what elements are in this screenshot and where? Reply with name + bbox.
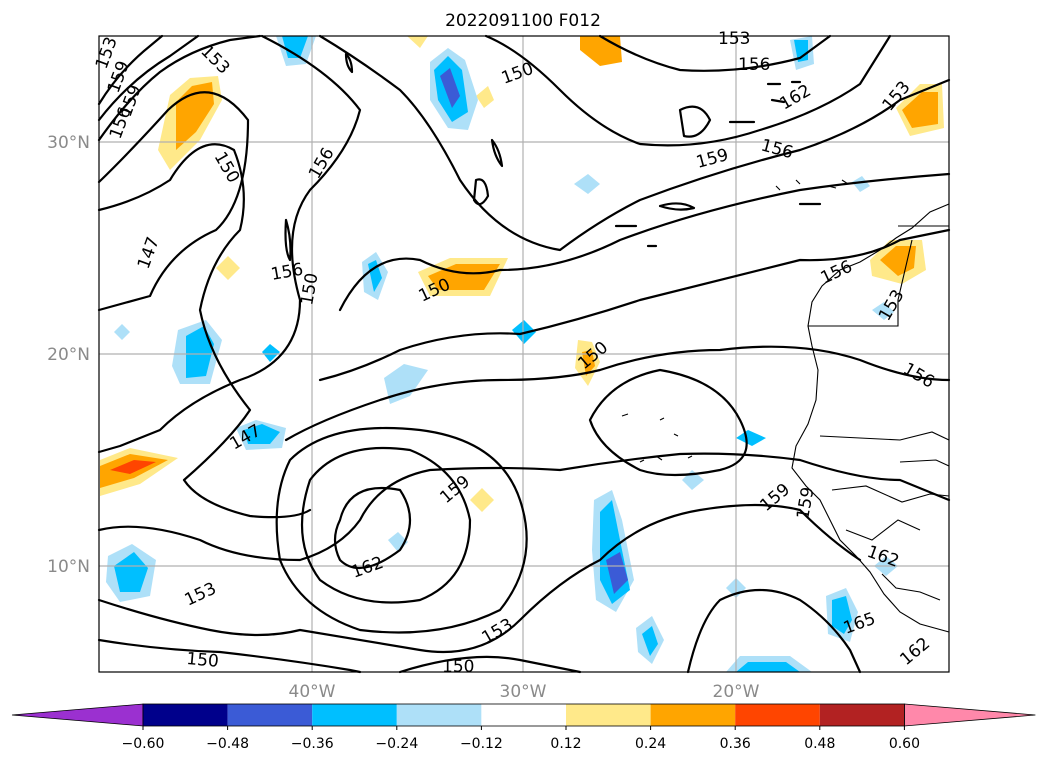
colorbar-tick-label: −0.48 xyxy=(206,736,249,752)
map-title: 2022091100 F012 xyxy=(445,11,601,31)
colorbar: −0.60 −0.48 −0.36 −0.24 −0.12 0.12 0.24 0.36 0.4… xyxy=(11,703,1036,752)
colorbar-tick-label: 0.12 xyxy=(550,736,581,752)
colorbar-segment xyxy=(650,704,736,726)
lon-label-40w: 40°W xyxy=(289,682,336,702)
contours xyxy=(97,34,951,674)
coastline xyxy=(621,179,950,633)
plot-frame xyxy=(98,35,950,673)
colorbar-segment xyxy=(735,704,820,726)
colorbar-segment xyxy=(143,704,228,726)
contour-label: 150 xyxy=(442,657,474,677)
colorbar-segment xyxy=(481,704,566,726)
contour-label: 150 xyxy=(186,649,220,672)
plot-area: 153 159 159 156 153 150 147 156 150 150 … xyxy=(92,29,951,677)
colorbar-tick-label: −0.24 xyxy=(375,736,418,752)
colorbar-tick-label: 0.48 xyxy=(804,736,835,752)
lon-label-30w: 30°W xyxy=(500,682,547,702)
lat-label-20n: 20°N xyxy=(47,345,90,365)
colorbar-tick-label: −0.36 xyxy=(291,736,334,752)
lat-label-10n: 10°N xyxy=(47,557,90,577)
colorbar-segment xyxy=(396,704,482,726)
colorbar-extend-low xyxy=(11,703,144,727)
colorbar-extend-high xyxy=(904,703,1036,727)
colorbar-tick-label: 0.36 xyxy=(720,736,751,752)
contour-label: 156 xyxy=(738,55,770,75)
colorbar-tick-label: 0.24 xyxy=(635,736,666,752)
colorbar-tick-label: 0.60 xyxy=(889,736,920,752)
lat-label-30n: 30°N xyxy=(47,133,90,153)
contour-label: 153 xyxy=(718,29,750,49)
colorbar-segment xyxy=(312,704,397,726)
colorbar-segment xyxy=(566,704,651,726)
lon-label-20w: 20°W xyxy=(713,682,760,702)
colorbar-segment xyxy=(227,704,313,726)
colorbar-tick-label: −0.60 xyxy=(122,736,165,752)
colorbar-tick-label: −0.12 xyxy=(460,736,503,752)
colorbar-segment xyxy=(819,704,905,726)
colorbar-frame xyxy=(142,703,905,727)
